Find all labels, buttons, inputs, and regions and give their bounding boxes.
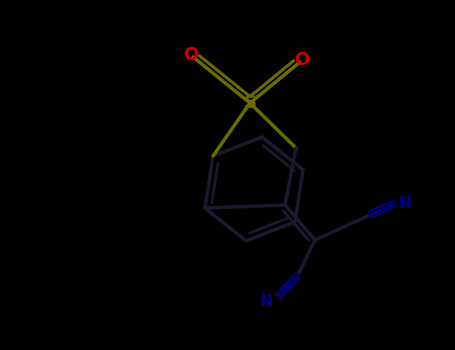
- Text: N: N: [399, 196, 411, 210]
- Text: N: N: [260, 294, 273, 309]
- Text: O: O: [183, 46, 199, 64]
- Text: O: O: [294, 51, 309, 69]
- Text: S: S: [243, 94, 257, 112]
